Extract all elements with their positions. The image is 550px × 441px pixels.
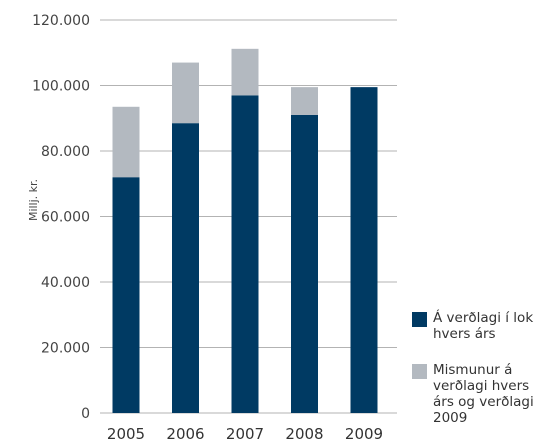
x-tick-label: 2005	[107, 425, 145, 441]
x-tick-label: 2009	[345, 425, 383, 441]
legend: Á verðlagi í lok hvers árs	[412, 310, 550, 342]
legend-swatch-difference	[412, 364, 427, 379]
bar-2008-series-2	[291, 87, 318, 115]
y-tick-label: 120.000	[32, 13, 90, 29]
bar-2007-series-1	[231, 95, 259, 413]
x-axis-tick-labels: 2005 2006 2007 2008 2009	[107, 425, 383, 441]
legend-swatch-current-prices	[412, 312, 427, 327]
bar-2007-series-2	[231, 48, 259, 96]
x-tick-label: 2006	[166, 425, 204, 441]
y-tick-label: 20.000	[41, 341, 90, 357]
legend-2: Mismunur á verðlagi hvers árs og verðlag…	[412, 362, 550, 426]
y-tick-label: 0	[81, 406, 90, 422]
bar-2009-series-1	[350, 87, 378, 413]
bar-2008-series-1	[291, 114, 318, 413]
bar-2006-series-2	[172, 62, 199, 124]
x-tick-label: 2008	[285, 425, 323, 441]
bars	[112, 48, 378, 413]
y-tick-label: 80.000	[41, 144, 90, 160]
y-tick-label: 60.000	[41, 210, 90, 226]
legend-label-difference: Mismunur á verðlagi hvers árs og verðlag…	[433, 362, 534, 426]
y-axis-label: Millj. kr.	[27, 179, 40, 221]
bar-2005-series-1	[112, 177, 140, 413]
bar-2006-series-1	[172, 123, 199, 413]
bar-2005-series-2	[112, 106, 140, 178]
y-tick-label: 100.000	[32, 79, 90, 95]
legend-label-current-prices: Á verðlagi í lok hvers árs	[433, 310, 534, 342]
x-tick-label: 2007	[226, 425, 264, 441]
legend-item-difference: Mismunur á verðlagi hvers árs og verðlag…	[412, 362, 550, 426]
y-tick-label: 40.000	[41, 275, 90, 291]
legend-item-current-prices: Á verðlagi í lok hvers árs	[412, 310, 550, 342]
y-axis-tick-labels: 0 20.000 40.000 60.000 80.000 100.000 120.000	[32, 13, 90, 422]
